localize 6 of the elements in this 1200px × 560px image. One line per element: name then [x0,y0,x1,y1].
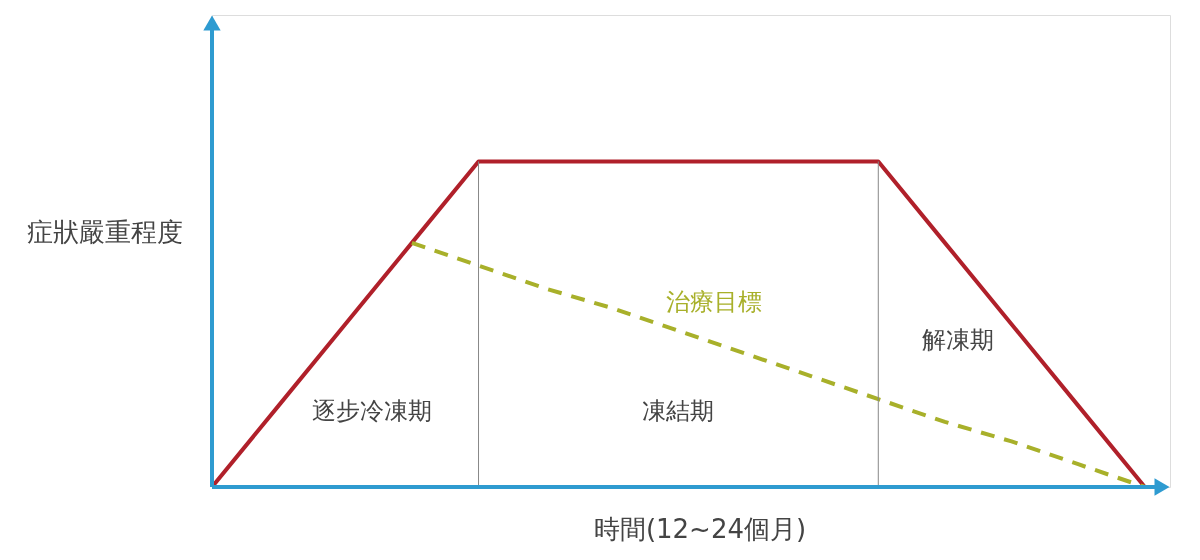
y-axis-title: 症狀嚴重程度 [27,217,183,247]
annotation: 解凍期 [922,325,995,354]
x-axis-title: 時間(12~24個月) [593,514,807,544]
annotation: 逐步冷凍期 [311,397,432,426]
annotation: 凍結期 [642,397,715,426]
series-label: 治療目標 [666,287,763,316]
